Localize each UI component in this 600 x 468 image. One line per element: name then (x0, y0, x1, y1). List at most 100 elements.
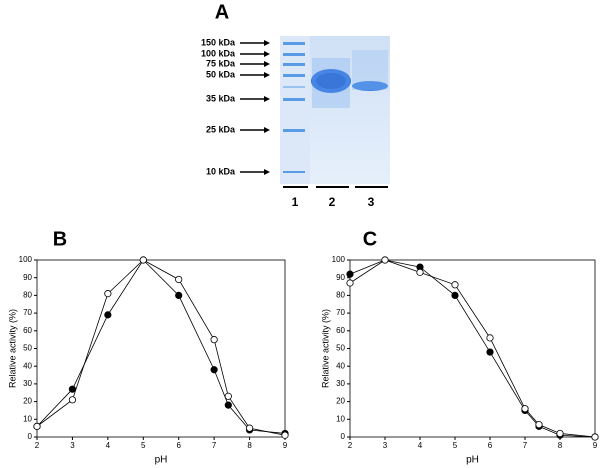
y-tick-label: 60 (336, 326, 345, 335)
y-tick-label: 70 (336, 308, 345, 317)
data-point (139, 256, 147, 264)
smear (312, 58, 350, 108)
data-point (68, 396, 77, 404)
marker-label: 10 kDa (206, 166, 236, 176)
y-tick-label: 0 (341, 432, 346, 441)
x-axis-label: pH (466, 455, 479, 466)
lane-label: 3 (368, 195, 375, 209)
series-line (36, 259, 286, 436)
x-tick-label: 2 (348, 441, 353, 450)
data-point (175, 291, 183, 299)
x-tick-label: 4 (418, 441, 423, 450)
data-point (556, 429, 564, 438)
data-point (381, 256, 389, 264)
x-tick-label: 6 (176, 441, 181, 450)
gel-panel: A (215, 1, 390, 188)
data-point (68, 385, 77, 393)
data-point (104, 311, 112, 319)
y-tick-label: 100 (19, 255, 33, 264)
marker-label: 50 kDa (206, 69, 236, 79)
arrow-head (264, 40, 270, 46)
x-tick-label: 8 (558, 441, 563, 450)
smear (352, 50, 388, 90)
data-point (175, 275, 183, 284)
y-tick-label: 90 (336, 273, 345, 282)
y-tick-label: 60 (23, 326, 32, 335)
arrow-head (264, 96, 270, 102)
y-tick-label: 100 (332, 255, 346, 264)
y-tick-label: 50 (23, 344, 32, 353)
x-tick-label: 5 (453, 441, 458, 450)
series-line (349, 259, 596, 438)
data-point (591, 433, 599, 441)
y-tick-label: 80 (23, 291, 32, 300)
series-line (349, 259, 596, 438)
data-point (104, 290, 112, 298)
x-tick-label: 4 (106, 441, 111, 450)
y-tick-label: 90 (23, 273, 32, 282)
data-point (521, 405, 529, 413)
y-tick-label: 50 (336, 344, 345, 353)
y-tick-label: 0 (28, 432, 33, 441)
y-tick-label: 20 (336, 397, 345, 406)
panel-label: C (363, 228, 377, 250)
protein-band (352, 81, 388, 91)
data-point (486, 334, 494, 342)
y-tick-label: 20 (23, 397, 32, 406)
data-point (210, 336, 218, 344)
x-tick-label: 7 (523, 441, 528, 450)
y-tick-label: 40 (336, 361, 345, 370)
series-line (36, 259, 286, 434)
data-point (486, 348, 494, 356)
lane-label: 2 (329, 195, 336, 209)
panel-label: A (215, 1, 229, 23)
data-point (535, 421, 543, 429)
data-point (451, 291, 459, 299)
data-point (346, 270, 354, 278)
arrow-head (264, 169, 270, 175)
x-axis-label: pH (155, 455, 168, 466)
data-point (346, 279, 354, 287)
x-tick-label: 3 (383, 441, 388, 450)
arrow-head (264, 72, 270, 78)
data-point (224, 401, 232, 409)
protein-band (316, 73, 346, 89)
x-tick-label: 3 (70, 441, 75, 450)
marker-label: 150 kDa (201, 37, 236, 47)
y-tick-label: 30 (23, 379, 32, 388)
panel-label: B (53, 228, 67, 250)
gel-lane (280, 36, 310, 184)
y-tick-label: 40 (23, 361, 32, 370)
data-point (224, 392, 232, 400)
x-tick-label: 7 (212, 441, 217, 450)
x-tick-label: 9 (593, 441, 598, 450)
data-point (281, 431, 289, 439)
x-tick-label: 6 (488, 441, 493, 450)
x-tick-label: 9 (283, 441, 288, 450)
y-axis-label: Relative activity (%) (7, 309, 17, 388)
y-tick-label: 30 (336, 379, 345, 388)
lane-label: 1 (292, 195, 299, 209)
plot-frame (349, 259, 596, 438)
x-tick-label: 2 (35, 441, 40, 450)
arrow-head (264, 127, 270, 133)
arrow-head (264, 51, 270, 57)
marker-label: 100 kDa (201, 48, 236, 58)
data-point (210, 366, 218, 374)
arrow-head (264, 61, 270, 67)
y-tick-label: 70 (23, 308, 32, 317)
y-tick-label: 10 (336, 414, 345, 423)
ladder-bands (283, 42, 305, 173)
x-tick-label: 5 (141, 441, 146, 450)
y-tick-label: 10 (23, 414, 32, 423)
marker-label: 25 kDa (206, 124, 236, 134)
data-point (451, 281, 459, 289)
data-point (416, 268, 424, 276)
x-tick-label: 8 (247, 441, 252, 450)
marker-label: 35 kDa (206, 93, 236, 103)
plot-frame (36, 259, 286, 438)
y-tick-label: 80 (336, 291, 345, 300)
data-point (33, 422, 41, 430)
data-point (245, 424, 254, 432)
